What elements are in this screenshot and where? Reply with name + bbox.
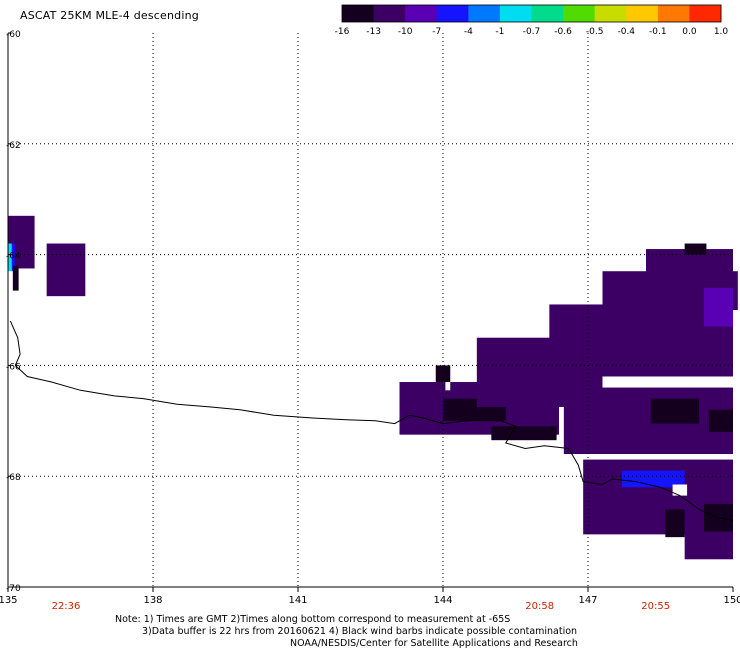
grid-lines [8, 33, 733, 587]
colorbar-label: -0.4 [617, 27, 635, 37]
heatmap-cell [563, 387, 733, 455]
y-tick-label: -70 [6, 584, 21, 594]
heatmap-cell [46, 243, 86, 297]
note-line-1: Note: 1) Times are GMT 2)Times along bot… [115, 614, 511, 625]
chart-title: ASCAT 25KM MLE-4 descending [20, 9, 199, 22]
colorbar-segment [405, 5, 438, 22]
heatmap-cell [11, 243, 15, 272]
coastline-path [9, 320, 734, 521]
colorbar-segment [689, 5, 722, 22]
y-tick-label: -60 [6, 30, 21, 40]
heatmap-cell [665, 509, 685, 538]
colorbar-segment [657, 5, 690, 22]
heatmap-cell [8, 243, 12, 272]
y-tick-label: -68 [6, 473, 21, 483]
coastline [9, 320, 734, 521]
colorbar-label: -0.7 [523, 27, 541, 37]
colorbar-segment [342, 5, 375, 22]
colorbar-label: -0.5 [586, 27, 604, 37]
y-tick-label: -64 [6, 252, 21, 262]
colorbar-segment [531, 5, 564, 22]
colorbar-segment [626, 5, 659, 22]
x-tick-label: 147 [578, 595, 597, 606]
colorbar-segment [436, 5, 469, 22]
axis-labels: 135 138 141 144 147 150 -60 -62 -64 -66 -68 -70 22:3… [0, 30, 740, 612]
colorbar-segment [373, 5, 406, 22]
colorbar-label: -10 [398, 27, 413, 37]
colorbar-segment [468, 5, 501, 22]
time-label: 20:58 [525, 601, 554, 612]
x-tick-label: 135 [0, 595, 18, 606]
heatmap-cell [621, 470, 685, 488]
heatmap-cell [672, 484, 688, 496]
y-tick-label: -62 [6, 141, 21, 151]
heatmap-cell [650, 398, 700, 424]
colorbar: -16 -13 -10 -7 -4 -1 -0.7 -0.6 -0.5 -0.4 -0.1 0.0 1.… [335, 4, 729, 37]
colorbar-label: -1 [495, 27, 504, 37]
colorbar-label: -13 [366, 27, 381, 37]
colorbar-label: -0.6 [554, 27, 572, 37]
colorbar-frame [341, 4, 722, 23]
x-tick-label: 150 [723, 595, 740, 606]
time-label: 20:55 [641, 601, 670, 612]
x-tick-label: 144 [433, 595, 452, 606]
y-tick-label: -66 [6, 362, 21, 372]
heatmap-cell [12, 265, 19, 291]
heatmap-cell [491, 426, 557, 441]
colorbar-label: 1.0 [714, 27, 729, 37]
heatmap-cell [704, 287, 733, 327]
colorbar-segment [563, 5, 596, 22]
heatmap-cell [708, 409, 733, 432]
x-tick-label: 141 [288, 595, 307, 606]
x-tick-label: 138 [143, 595, 162, 606]
colorbar-segment [499, 5, 532, 22]
colorbar-label: -0.1 [649, 27, 667, 37]
colorbar-label: -7 [432, 27, 441, 37]
colorbar-label: -4 [464, 27, 473, 37]
heatmap-cell [445, 382, 451, 391]
time-label: 22:36 [52, 601, 81, 612]
colorbar-label: -16 [335, 27, 350, 37]
note-line-2: 3)Data buffer is 22 hrs from 20160621 4)… [142, 626, 578, 637]
heatmap-cell [684, 243, 707, 255]
note-line-3: NOAA/NESDIS/Center for Satellite Applica… [290, 638, 578, 649]
heatmap-cells [8, 215, 738, 560]
colorbar-segment [594, 5, 627, 22]
colorbar-label: 0.0 [682, 27, 697, 37]
heatmap-cell [549, 304, 733, 377]
